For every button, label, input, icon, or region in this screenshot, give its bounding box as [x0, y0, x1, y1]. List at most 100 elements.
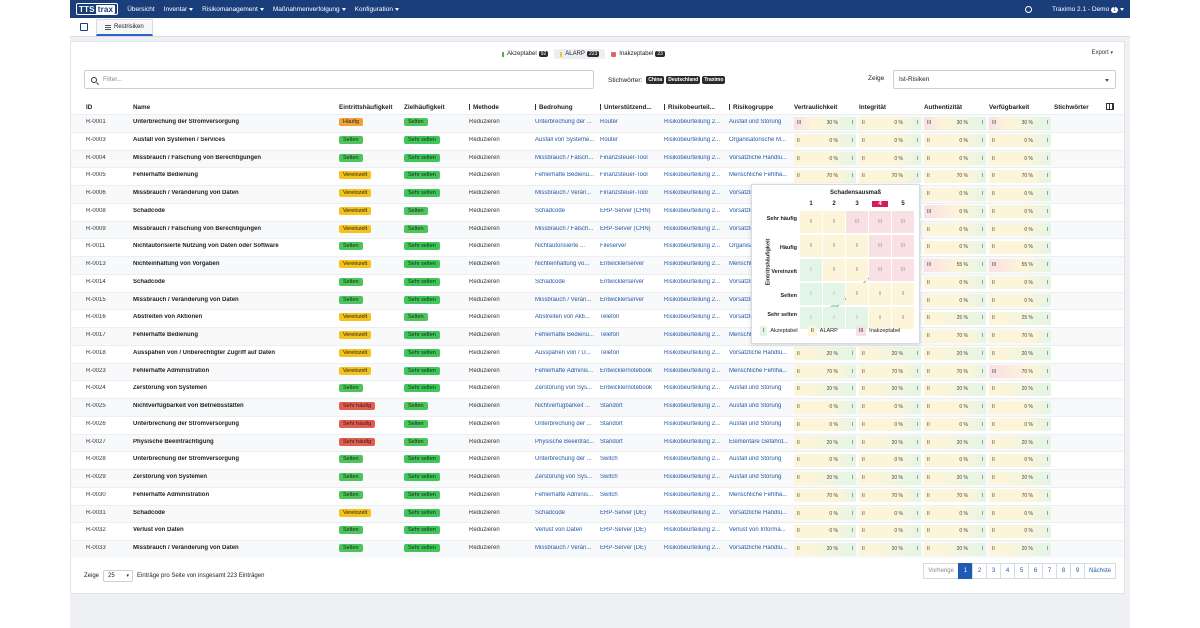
row-beurteilung-link[interactable]: Risikobeurteilung 2... — [664, 296, 721, 303]
col-stichwoerter[interactable]: Stichwörter — [1054, 104, 1089, 111]
row-gruppe-link[interactable]: Ausfall und Störung — [729, 403, 782, 409]
page-button-5[interactable]: 5 — [1013, 563, 1029, 579]
col-unterstuetzend[interactable]: Unterstützend... — [600, 104, 652, 111]
col-authentizitaet[interactable]: Authentizität — [924, 104, 963, 111]
col-eintrittshaeufigkeit[interactable]: Eintrittshäufigkeit — [339, 104, 393, 111]
risk-tab-1[interactable]: ALARP 223 — [554, 49, 606, 59]
risk-cell[interactable]: II 20 % I — [794, 436, 856, 449]
row-beurteilung-link[interactable]: Risikobeurteilung 2... — [664, 527, 721, 534]
table-row[interactable]: R-0027 Physische Beeinträchtigung Sehr häu… — [71, 433, 1124, 452]
row-bedrohung-link[interactable]: Zerstörung von Sys... — [535, 385, 593, 392]
risk-cell[interactable]: II 0 % I — [794, 400, 856, 414]
risk-cell[interactable]: II 20 % I — [794, 382, 856, 396]
row-beurteilung-link[interactable]: Risikobeurteilung 2... — [664, 278, 721, 285]
row-bedrohung-link[interactable]: Fehlerhafte Adminis... — [535, 491, 594, 498]
row-gruppe-link[interactable]: Ausfall und Störung — [729, 456, 782, 463]
row-bedrohung-link[interactable]: Missbrauch / Verän... — [535, 190, 592, 196]
row-bedrohung-link[interactable]: Fehlerhafte Adminis... — [535, 367, 594, 374]
window-icon[interactable] — [80, 23, 88, 31]
row-beurteilung-link[interactable]: Risikobeurteilung 2... — [664, 491, 721, 498]
row-beurteilung-link[interactable]: Risikobeurteilung 2... — [664, 332, 721, 338]
risk-cell[interactable]: II 0 % I — [989, 294, 1051, 307]
matrix-cell[interactable]: II — [869, 283, 891, 305]
risk-cell[interactable]: II 20 % I — [924, 471, 986, 485]
risk-cell[interactable]: II 70 % I — [924, 169, 986, 183]
risk-cell[interactable]: II 0 % I — [859, 400, 921, 414]
risk-cell[interactable]: II 0 % I — [989, 187, 1051, 201]
risk-cell[interactable]: II 0 % I — [924, 240, 986, 254]
row-name[interactable]: Fehlerhafte Administration — [133, 367, 210, 374]
matrix-cell[interactable]: II — [823, 259, 845, 281]
table-row[interactable]: R-0009 Missbrauch / Fälschung von Berecht… — [71, 220, 1124, 239]
table-row[interactable]: R-0013 Nichteinhaltung von Vorgaben Verein… — [71, 256, 1124, 274]
row-beurteilung-link[interactable]: Risikobeurteilung 2... — [664, 207, 721, 214]
matrix-cell[interactable]: I — [800, 307, 822, 329]
risk-cell[interactable]: II 20 % I — [794, 471, 856, 485]
row-gruppe-link[interactable]: Menschliche Fehlha... — [729, 491, 788, 498]
keyword-badge[interactable]: Deutschland — [666, 76, 701, 84]
matrix-cell[interactable]: II — [823, 235, 845, 257]
row-beurteilung-link[interactable]: Risikobeurteilung 2... — [664, 154, 721, 161]
col-bedrohung[interactable]: Bedrohung — [535, 104, 573, 111]
row-bedrohung-link[interactable]: Abstreiten von Akti... — [535, 314, 590, 321]
matrix-cell[interactable]: II — [800, 235, 822, 257]
row-gruppe-link[interactable]: Verlust von Informa... — [729, 527, 786, 534]
row-beurteilung-link[interactable]: Risikobeurteilung 2... — [664, 474, 721, 480]
keyword-badge[interactable]: Traximo — [702, 76, 726, 84]
row-gruppe-link[interactable]: Menschliche Fehlha... — [729, 367, 788, 374]
row-beurteilung-link[interactable]: Risikobeurteilung 2... — [664, 190, 721, 196]
row-asset-link[interactable]: Switch — [600, 456, 618, 463]
row-bedrohung-link[interactable]: Nichtverfügbarkeit ... — [535, 403, 591, 409]
risk-cell[interactable]: II 20 % I — [794, 542, 856, 556]
matrix-cell[interactable]: III — [869, 259, 891, 281]
risk-cell[interactable]: II 0 % I — [989, 205, 1051, 219]
col-vertraulichkeit[interactable]: Vertraulichkeit — [794, 104, 838, 111]
matrix-cell[interactable]: II — [800, 211, 822, 233]
risk-cell[interactable]: II 70 % I — [924, 365, 986, 378]
row-name[interactable]: Ausfall von Systemen / Services — [133, 136, 226, 143]
risk-cell[interactable]: II 0 % I — [989, 276, 1051, 290]
table-row[interactable]: R-0003 Ausfall von Systemen / Services Sel… — [71, 131, 1124, 150]
matrix-cell[interactable]: I — [823, 307, 845, 329]
row-bedrohung-link[interactable]: Unterbrechung der ... — [535, 119, 592, 125]
risk-cell[interactable]: II 0 % I — [924, 276, 986, 290]
row-asset-link[interactable]: Standort — [600, 420, 623, 427]
matrix-cell[interactable]: III — [892, 259, 914, 281]
col-risikobeurteilung[interactable]: Risikobeurteil... — [664, 104, 715, 111]
row-beurteilung-link[interactable]: Risikobeurteilung 2... — [664, 261, 721, 267]
row-beurteilung-link[interactable]: Risikobeurteilung 2... — [664, 243, 721, 250]
app-logo[interactable]: TTS trax — [76, 3, 119, 15]
row-name[interactable]: Zerstörung von Systemen — [133, 385, 208, 392]
row-asset-link[interactable]: Entwicklernotebook — [600, 367, 653, 374]
row-bedrohung-link[interactable]: Schadcode — [535, 509, 566, 516]
col-verfuegbarkeit[interactable]: Verfügbarkeit — [989, 104, 1030, 111]
row-bedrohung-link[interactable]: Missbrauch / Fälsch... — [535, 225, 594, 232]
risk-cell[interactable]: II 20 % I — [989, 542, 1051, 556]
row-asset-link[interactable]: Router — [600, 119, 619, 125]
risk-cell[interactable]: II 0 % I — [989, 223, 1051, 236]
risk-cell[interactable]: II 0 % I — [794, 152, 856, 165]
row-asset-link[interactable]: Router — [600, 136, 619, 143]
row-bedrohung-link[interactable]: Missbrauch / Verän... — [535, 545, 592, 551]
matrix-cell[interactable]: III — [869, 211, 891, 233]
row-gruppe-link[interactable]: Vorsätzliche Handlu... — [729, 154, 788, 161]
risk-cell[interactable]: II 70 % I — [794, 169, 856, 183]
row-gruppe-link[interactable]: Vorsätzliche Handlu... — [729, 349, 788, 356]
row-bedrohung-link[interactable]: Fehlerhafte Bedienu... — [535, 332, 595, 338]
row-name[interactable]: Verlust von Daten — [133, 527, 184, 534]
table-row[interactable]: R-0004 Missbrauch / Fälschung von Berecht… — [71, 149, 1124, 168]
row-beurteilung-link[interactable]: Risikobeurteilung 2... — [664, 136, 721, 143]
risk-cell[interactable]: II 0 % I — [859, 507, 921, 520]
risk-cell[interactable]: II 20 % I — [924, 542, 986, 556]
risk-cell[interactable]: II 70 % I — [924, 329, 986, 343]
user-menu[interactable]: Traximo 2.1 - Demo 1 — [1052, 6, 1124, 13]
row-asset-link[interactable]: Telefon — [600, 332, 620, 338]
matrix-cell[interactable]: III — [892, 235, 914, 257]
risk-cell[interactable]: II 20 % I — [924, 347, 986, 361]
risk-cell[interactable]: II 70 % I — [794, 365, 856, 378]
risk-cell[interactable]: II 20 % I — [859, 382, 921, 396]
matrix-cell[interactable]: III — [869, 235, 891, 257]
risk-tab-0[interactable]: Akzeptabel 92 — [496, 49, 554, 59]
risk-cell[interactable]: II 70 % I — [989, 169, 1051, 183]
row-bedrohung-link[interactable]: Unterbrechung der ... — [535, 420, 592, 427]
